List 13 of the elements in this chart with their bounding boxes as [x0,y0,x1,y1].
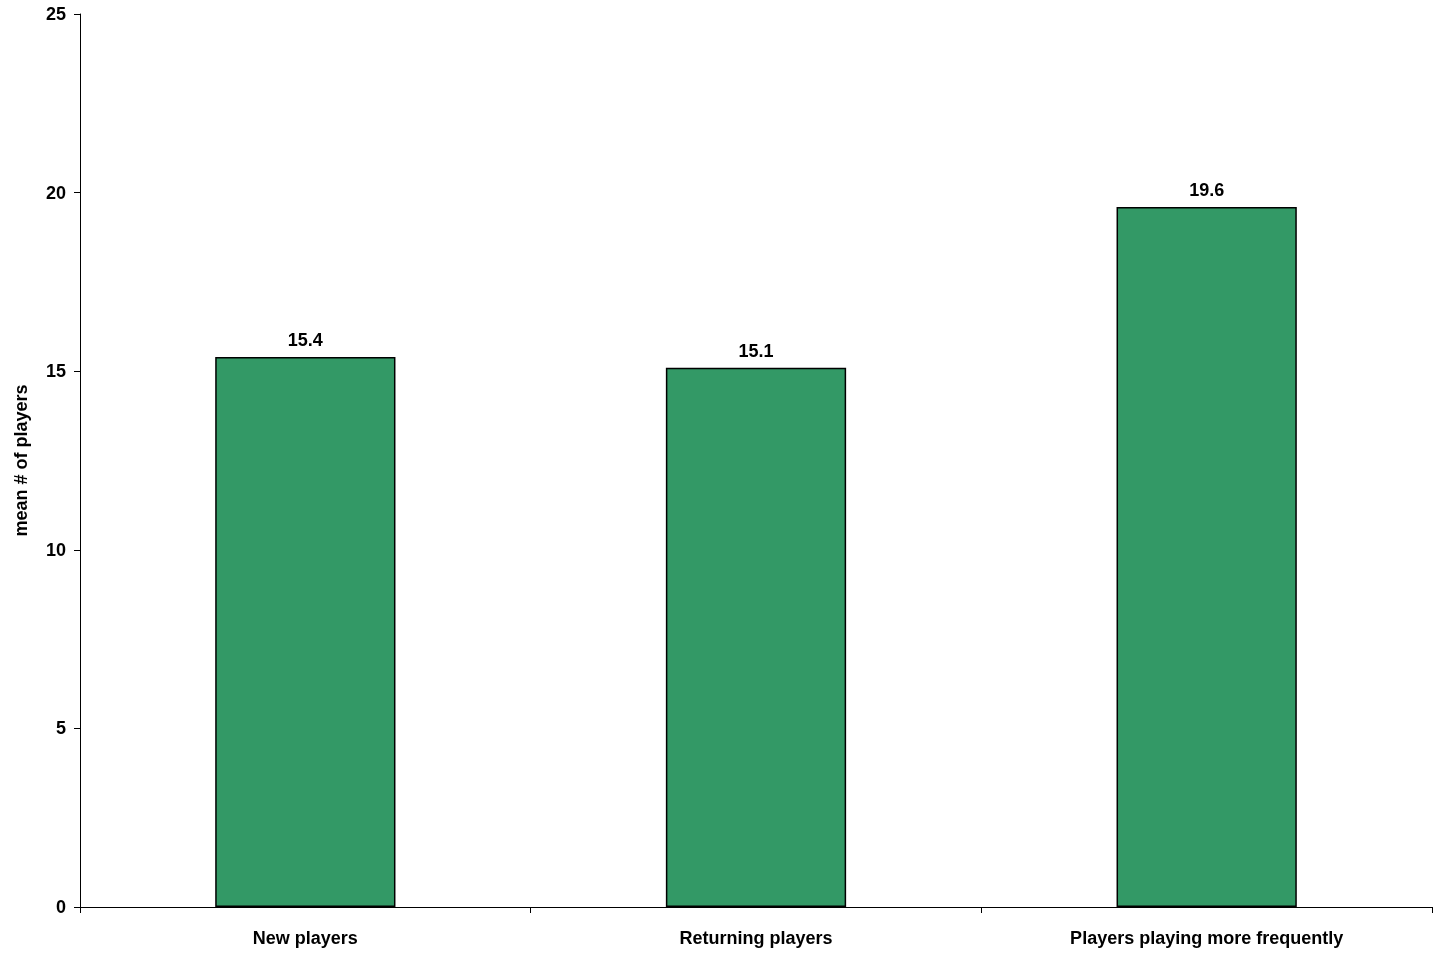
data-label: 15.1 [738,340,774,361]
y-tick-label: 25 [45,4,66,24]
y-tick-label: 5 [55,718,66,739]
data-label: 15.4 [287,329,323,350]
x-tick-label: New players [252,928,358,948]
y-axis-title: mean # of players [11,384,31,537]
data-label: 19.6 [1189,179,1225,200]
x-tick-label: Returning players [679,928,833,948]
y-tick-label: 15 [45,361,66,382]
y-tick-label: 10 [45,539,66,560]
y-tick-label: 20 [45,182,66,203]
y-tick-label: 0 [55,897,66,917]
x-tick-label: Players playing more frequently [1070,928,1344,948]
